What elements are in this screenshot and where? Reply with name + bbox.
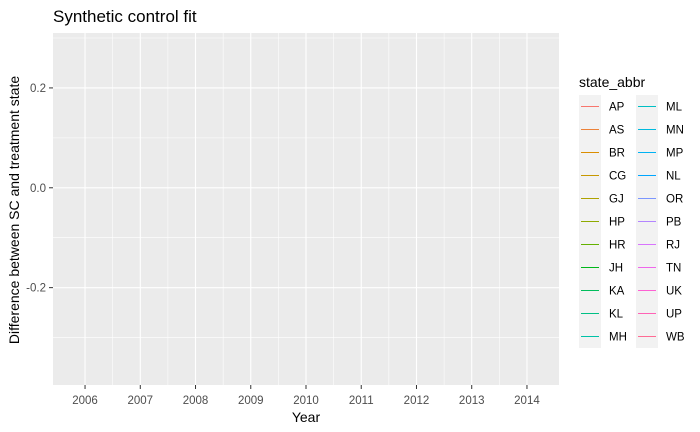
legend-item-tn: TN [636,256,681,279]
x-axis-title: Year [292,409,321,425]
legend-item-or: OR [636,187,683,210]
legend-label: UP [666,309,682,321]
legend-label: HP [609,217,625,229]
legend-item-mh: MH [579,325,627,348]
legend-label: JH [609,263,623,275]
legend-item-wb: WB [636,325,685,348]
legend-item-jh: JH [579,256,623,279]
legend-item-mp: MP [636,141,684,164]
x-tick-label: 2007 [127,395,153,407]
x-tick-label: 2012 [404,395,430,407]
legend-label: TN [666,263,681,275]
legend-label: AP [609,102,625,114]
legend-item-gj: GJ [579,187,624,210]
legend-item-rj: RJ [636,233,680,256]
legend-label: HR [609,240,626,252]
legend-label: RJ [666,240,680,252]
legend-item-uk: UK [636,279,682,302]
y-axis-ticks: 0.2 0.0 -0.2 [26,83,53,295]
legend-item-ap: AP [579,95,625,118]
x-tick-label: 2008 [183,395,209,407]
x-tick-label: 2011 [349,395,374,407]
x-tick-label: 2009 [238,395,264,407]
x-axis-ticks: 2006 2007 2008 2009 2010 2011 2012 2013 2014 [72,385,540,407]
legend-label: KA [609,286,625,298]
legend-label: AS [609,125,625,137]
legend-label: NL [666,171,681,183]
y-tick-label: 0.2 [30,83,46,95]
x-tick-label: 2014 [514,395,540,407]
legend-item-nl: NL [636,164,681,187]
legend-label: MH [609,332,627,344]
legend-label: OR [666,194,683,206]
x-tick-label: 2013 [459,395,485,407]
legend-item-hr: HR [579,233,626,256]
legend-item-hp: HP [579,210,625,233]
legend-label: CG [609,171,626,183]
legend-item-br: BR [579,141,625,164]
y-tick-label: -0.2 [26,283,46,295]
legend-label: ML [666,102,683,114]
legend-item-ml: ML [636,95,683,118]
legend-label: GJ [609,194,624,206]
legend-title: state_abbr [579,74,645,90]
legend-label: KL [609,309,624,321]
legend-item-mn: MN [636,118,684,141]
legend-label: PB [666,217,682,229]
legend-item-as: AS [579,118,625,141]
legend-label: MN [666,125,684,137]
legend-label: UK [666,286,682,298]
chart-title: Synthetic control fit [53,7,197,26]
x-tick-label: 2010 [293,395,319,407]
legend-item-cg: CG [579,164,626,187]
legend-item-up: UP [636,302,682,325]
legend-label: BR [609,148,625,160]
legend-items: AP AS BR CG GJ HP HR JH KA KL MH ML MN MP NL OR PB RJ TN UK… [579,95,685,348]
legend-label: WB [666,332,685,344]
y-tick-label: 0.0 [30,183,46,195]
legend: state_abbr AP AS BR CG GJ HP HR JH KA KL MH ML MN MP N… [579,74,685,348]
y-axis-title: Difference between SC and treatment stat… [6,76,22,344]
legend-label: MP [666,148,684,160]
legend-item-kl: KL [579,302,624,325]
legend-item-ka: KA [579,279,625,302]
grid-major [53,33,559,385]
legend-item-pb: PB [636,210,682,233]
x-tick-label: 2006 [72,395,98,407]
